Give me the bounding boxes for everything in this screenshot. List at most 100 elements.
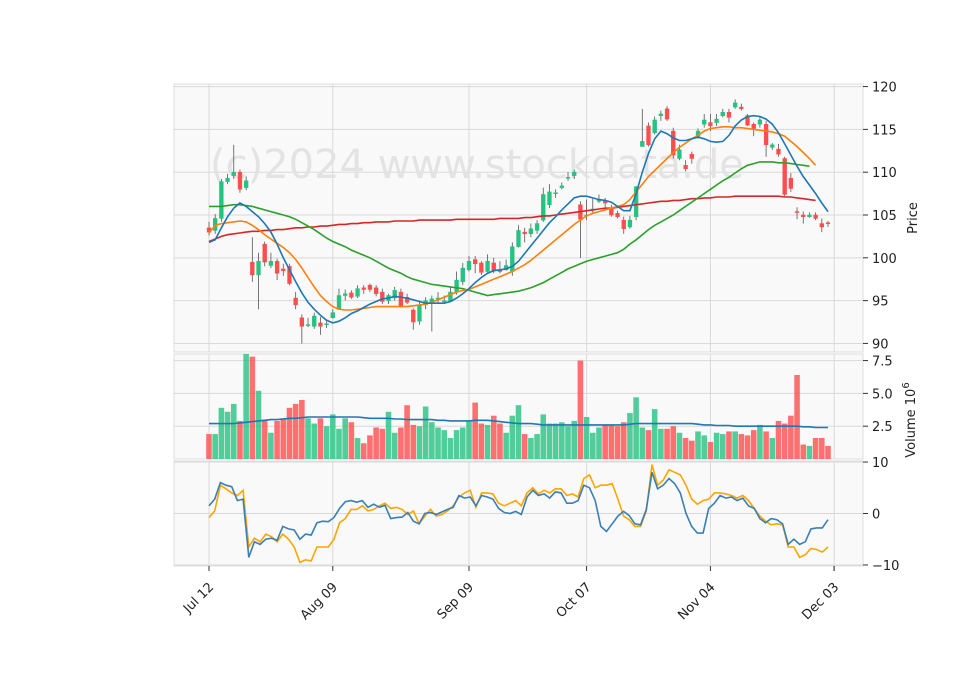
price-tick-label: 110 xyxy=(872,166,897,181)
candle-body xyxy=(473,259,478,265)
x-tick-label: Dec 03 xyxy=(799,580,842,623)
candle-body xyxy=(479,262,484,273)
volume-bar xyxy=(589,432,596,459)
candle-body xyxy=(460,267,465,283)
volume-bar xyxy=(602,424,608,459)
volume-bar xyxy=(825,445,831,459)
volume-bar xyxy=(565,426,571,459)
candle-body xyxy=(553,192,558,194)
price-tick-label: 105 xyxy=(872,209,897,224)
candle-body xyxy=(627,219,633,228)
volume-bar xyxy=(676,432,683,459)
candle-body xyxy=(491,262,496,271)
candle-body xyxy=(312,315,317,327)
volume-bar xyxy=(534,434,540,459)
volume-bar xyxy=(552,423,559,459)
volume-bar xyxy=(410,424,417,459)
candle-body xyxy=(274,260,280,274)
volume-bar xyxy=(806,445,813,459)
candle-body xyxy=(367,284,373,290)
volume-bar xyxy=(212,434,218,459)
ma-slow-line xyxy=(209,161,810,297)
volume-bar xyxy=(255,390,262,459)
candle-body xyxy=(411,309,416,323)
volume-bar xyxy=(738,434,745,459)
volume-bar xyxy=(237,420,243,459)
candle-body xyxy=(293,297,298,306)
candle-body xyxy=(268,260,274,266)
volume-bar xyxy=(651,409,658,459)
volume-bar xyxy=(243,354,249,459)
volume-bar xyxy=(429,422,435,459)
candle-body xyxy=(392,290,397,299)
candle-body xyxy=(813,214,818,219)
price-tick-label: 115 xyxy=(872,123,897,138)
candle-body xyxy=(708,122,713,127)
candle-body xyxy=(219,181,224,219)
candle-body xyxy=(801,214,806,217)
candle-body xyxy=(281,268,286,271)
price-axis-label: Price xyxy=(906,202,921,234)
volume-bar xyxy=(416,426,423,459)
volume-bar xyxy=(596,427,602,459)
volume-bar xyxy=(819,438,825,459)
volume-bar xyxy=(614,426,621,459)
volume-tick-label: 7.5 xyxy=(872,355,893,370)
candle-body xyxy=(825,222,831,224)
candle-body xyxy=(751,123,756,129)
candle-body xyxy=(250,261,255,276)
candle-body xyxy=(237,171,243,190)
volume-bar xyxy=(812,438,819,459)
volume-bar xyxy=(391,432,398,459)
candle-body xyxy=(516,230,521,247)
candle-body xyxy=(361,287,366,290)
candle-body xyxy=(243,180,249,188)
candle-body xyxy=(664,108,670,120)
candle-body xyxy=(763,123,769,146)
volume-tick-label: 2.5 xyxy=(872,420,893,435)
candle-body xyxy=(652,119,657,134)
volume-bar xyxy=(224,411,231,459)
x-tick-label: Oct 07 xyxy=(554,580,595,621)
volume-bar xyxy=(719,434,726,459)
candle-body xyxy=(572,171,577,176)
volume-bar xyxy=(515,405,522,459)
volume-bar xyxy=(490,415,497,459)
candle-body xyxy=(770,144,775,148)
volume-bar xyxy=(670,426,677,459)
candle-body xyxy=(732,102,738,108)
volume-bar xyxy=(608,424,615,459)
volume-bar xyxy=(633,397,639,459)
volume-bar xyxy=(422,406,429,459)
volume-bar xyxy=(546,423,553,459)
candle-body xyxy=(683,165,688,170)
volume-bar xyxy=(472,402,478,459)
candle-body xyxy=(720,112,725,116)
candle-body xyxy=(256,260,261,276)
candle-body xyxy=(819,223,824,228)
volume-bar xyxy=(330,414,336,459)
x-tick-label: Aug 09 xyxy=(298,580,341,623)
volume-bar xyxy=(528,438,534,459)
osc-line-1 xyxy=(208,472,829,558)
candle-body xyxy=(702,119,707,125)
candle-body xyxy=(330,312,335,319)
volume-bar xyxy=(360,443,367,459)
volume-bar xyxy=(794,375,800,459)
volume-bar xyxy=(800,444,807,459)
volume-bar xyxy=(788,415,794,459)
candle-body xyxy=(788,177,794,189)
volume-bar xyxy=(230,403,237,459)
candle-body xyxy=(671,130,676,156)
volume-bar xyxy=(292,403,299,459)
volume-bar xyxy=(305,418,311,459)
indicator-lines xyxy=(208,114,829,564)
candle-body xyxy=(380,291,385,302)
osc-tick-label: −10 xyxy=(872,559,899,574)
watermark: (c)2024 www.stockdata.de xyxy=(210,142,744,188)
candle-body xyxy=(417,304,422,322)
volume-bar xyxy=(620,422,627,459)
volume-bar xyxy=(689,440,695,459)
volume-bar xyxy=(218,407,225,459)
